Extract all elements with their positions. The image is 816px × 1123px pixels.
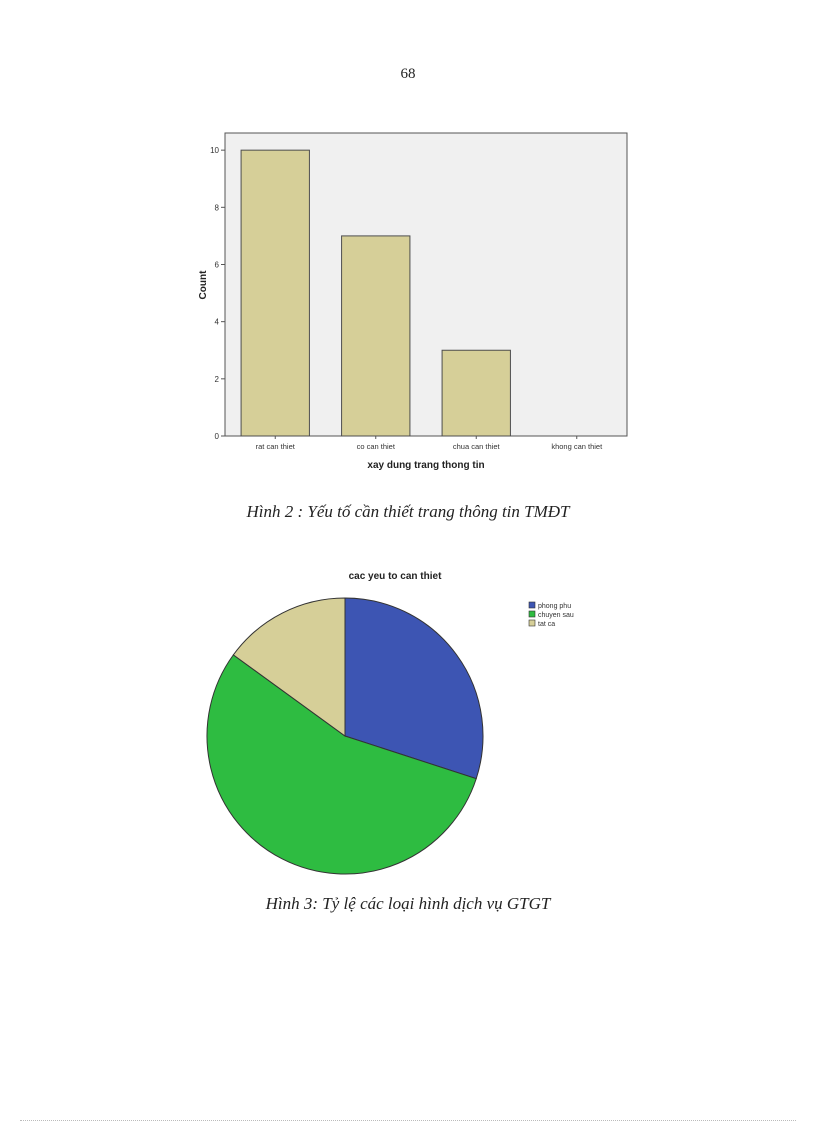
figure-caption-3: Hình 3: Tỷ lệ các loại hình dịch vụ GTGT: [265, 894, 551, 913]
pie-title: cac yeu to can thiet: [349, 571, 442, 582]
legend-label: chuyen sau: [538, 612, 574, 619]
y-axis-label: Count: [198, 270, 209, 300]
page-number: 68: [400, 66, 416, 82]
bar-co-can-thiet: [341, 235, 411, 437]
legend-swatch: [528, 619, 536, 627]
pie-slice-phong-phu: [344, 597, 484, 780]
x-tick-label: chua can thiet: [453, 442, 501, 451]
y-tick-label: 8: [215, 203, 220, 212]
x-axis-label: xay dung trang thong tin: [367, 460, 484, 471]
legend-label: tat ca: [538, 621, 555, 628]
bar-chart: 0 2 4 6 8 10 rat can thiet co can thiet chua ca…: [198, 132, 628, 471]
y-tick-label: 4: [215, 318, 220, 327]
x-tick-label: khong can thiet: [551, 442, 603, 451]
bar-chua-can-thiet: [441, 349, 511, 437]
footer-rule: [20, 1120, 796, 1121]
y-tick-label: 10: [210, 146, 219, 155]
y-tick-label: 6: [215, 260, 220, 269]
x-tick-label: co can thiet: [357, 442, 396, 451]
legend-swatch: [528, 610, 536, 618]
pie-slice-tat-ca: [232, 597, 346, 737]
y-tick-label: 0: [215, 432, 220, 441]
figure-caption-2: Hình 2 : Yếu tố cần thiết trang thông ti…: [246, 502, 570, 521]
y-tick-label: 2: [215, 375, 220, 384]
legend-swatch: [528, 601, 536, 609]
legend-label: phong phu: [538, 603, 571, 610]
pie-slice-chuyen-sau: [206, 654, 477, 875]
x-tick-label: rat can thiet: [256, 442, 296, 451]
pie-chart: cac yeu to can thiet phong phu chuyen sau…: [206, 571, 574, 875]
bar-rat-can-thiet: [240, 149, 310, 437]
